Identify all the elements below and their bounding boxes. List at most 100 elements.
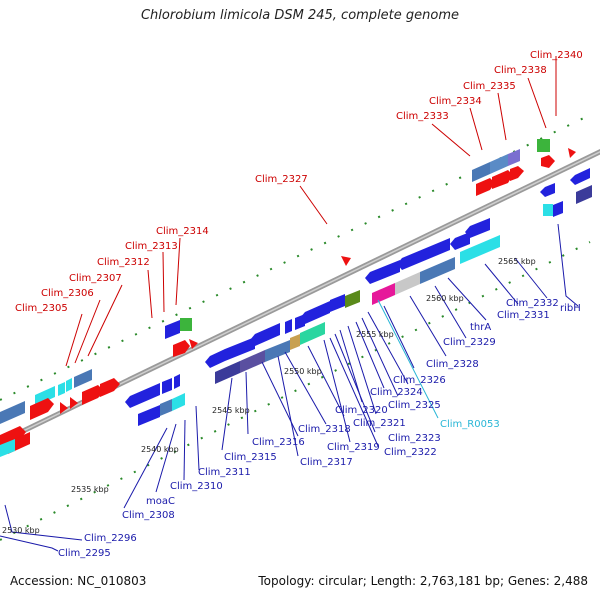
gene-feature <box>180 318 192 331</box>
gene-feature <box>172 393 185 411</box>
gene-label: Clim_2324 <box>370 387 423 398</box>
gene-feature <box>365 260 400 284</box>
gene-label: ribH <box>560 303 581 314</box>
gene-feature <box>60 402 68 414</box>
gene-feature <box>58 382 65 396</box>
gene-label: Clim_2327 <box>255 174 308 185</box>
gene-feature <box>465 218 490 238</box>
gene-feature <box>300 301 330 324</box>
gene-label: Clim_2317 <box>300 457 353 468</box>
gene-feature <box>460 235 500 264</box>
gene-feature <box>395 272 420 295</box>
gene-feature <box>174 374 180 389</box>
gene-label: Clim_2308 <box>122 510 175 521</box>
gene-label: Clim_2329 <box>443 337 496 348</box>
kbp-label: 2535 kbp <box>71 485 109 494</box>
gene-feature <box>74 369 92 388</box>
gene-feature <box>300 322 325 345</box>
gene-label: Clim_2296 <box>84 533 137 544</box>
kbp-labels: 2530 kbp 2535 kbp 2540 kbp 2545 kbp 2550… <box>2 257 536 535</box>
gene-label: Clim_2319 <box>327 442 380 453</box>
kbp-label: 2540 kbp <box>141 445 179 454</box>
gene-label: Clim_R0053 <box>440 419 500 430</box>
gene-feature <box>162 378 172 394</box>
gene-feature <box>138 405 160 426</box>
gene-label: Clim_2306 <box>41 288 94 299</box>
gene-feature <box>240 350 265 373</box>
gene-feature <box>341 256 351 266</box>
gene-label: Clim_2318 <box>298 424 351 435</box>
gene-feature <box>189 339 198 349</box>
gene-label: Clim_2312 <box>97 257 150 268</box>
gene-label: Clim_2331 <box>497 310 550 321</box>
gene-feature <box>173 340 190 357</box>
page-title: Chlorobium limicola DSM 245, complete ge… <box>140 8 460 23</box>
gene-label: Clim_2326 <box>393 375 446 386</box>
gene-feature <box>100 378 120 397</box>
gene-feature <box>70 397 78 409</box>
gene-label: Clim_2340 <box>530 50 583 61</box>
gene-feature <box>0 401 25 424</box>
gene-label: Clim_2321 <box>353 418 406 429</box>
gene-label: thrA <box>470 322 491 333</box>
gene-feature <box>397 238 450 270</box>
gene-feature <box>490 154 508 174</box>
gene-label: Clim_2295 <box>58 548 111 559</box>
gene-label: Clim_2338 <box>494 65 547 76</box>
gene-feature <box>330 294 345 312</box>
gene-label: Clim_2310 <box>170 481 223 492</box>
gene-feature <box>0 439 15 457</box>
gene-label: Clim_2316 <box>252 437 305 448</box>
gene-feature <box>205 349 225 368</box>
gene-label: Clim_2323 <box>388 433 441 444</box>
gene-feature <box>472 162 490 182</box>
gene-feature <box>35 386 55 406</box>
gene-feature <box>82 385 104 405</box>
gene-feature <box>543 204 553 216</box>
gene-feature <box>165 320 180 339</box>
gene-label: Clim_2314 <box>156 226 209 237</box>
gene-label: moaC <box>146 496 175 507</box>
gene-feature <box>570 168 590 185</box>
gene-feature <box>265 340 290 362</box>
gene-feature <box>345 290 360 308</box>
gene-feature <box>215 361 240 384</box>
gene-feature <box>450 232 470 250</box>
gene-label: Clim_2313 <box>125 241 178 252</box>
gene-feature <box>492 170 513 189</box>
gene-feature <box>420 257 455 284</box>
gene-feature <box>576 185 592 204</box>
kbp-label: 2560 kbp <box>426 294 464 303</box>
gene-feature <box>66 378 72 392</box>
reverse-strand-genes <box>0 168 592 457</box>
kbp-label: 2530 kbp <box>2 526 40 535</box>
gene-feature <box>553 201 563 217</box>
gene-label: Clim_2315 <box>224 452 277 463</box>
gene-label: Clim_2334 <box>429 96 482 107</box>
tick-track-reverse <box>0 241 591 541</box>
gene-feature <box>568 148 576 158</box>
kbp-label: 2550 kbp <box>284 367 322 376</box>
kbp-label: 2555 kbp <box>356 330 394 339</box>
forward-callouts <box>65 56 557 367</box>
rna-callout <box>377 299 439 419</box>
gene-feature <box>30 398 54 420</box>
gene-feature <box>160 399 172 416</box>
gene-label: Clim_2325 <box>388 400 441 411</box>
gene-label: Clim_2305 <box>15 303 68 314</box>
gene-feature <box>125 383 160 408</box>
kbp-label: 2545 kbp <box>212 406 250 415</box>
gene-label: Clim_2335 <box>463 81 516 92</box>
gene-feature <box>250 323 280 346</box>
gene-feature <box>240 337 255 355</box>
forward-gene-labels: Clim_2340 Clim_2338 Clim_2335 Clim_2334 … <box>15 50 583 314</box>
reverse-gene-labels: ribH Clim_2332 Clim_2331 thrA Clim_2329 … <box>58 298 581 559</box>
gene-feature <box>537 139 550 152</box>
reverse-callouts <box>0 223 579 552</box>
gene-feature <box>476 178 495 196</box>
gene-feature <box>290 334 300 350</box>
gene-label: Clim_2332 <box>506 298 559 309</box>
rna-gene-labels: Clim_R0053 <box>440 419 500 430</box>
